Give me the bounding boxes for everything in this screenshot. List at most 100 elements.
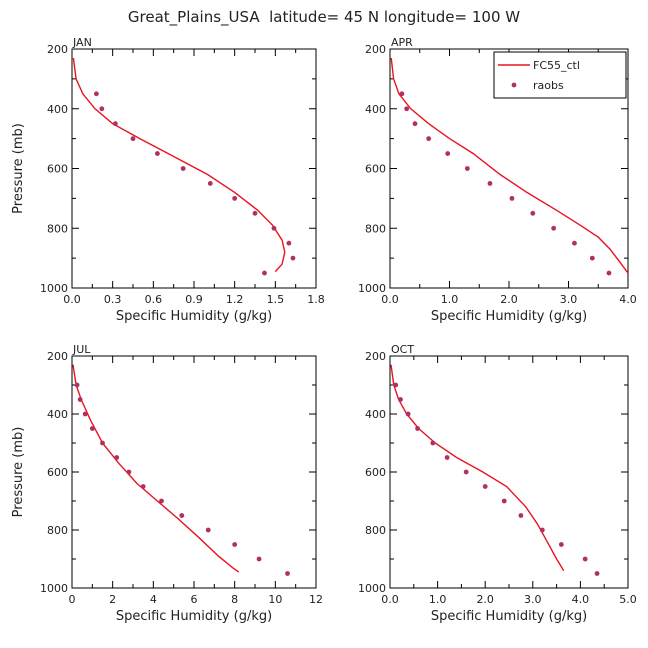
y-tick-label: 200: [365, 350, 386, 363]
raobs-point: [155, 151, 160, 156]
x-tick-label: 5.0: [619, 593, 637, 606]
plot-frame: [71, 48, 317, 289]
raobs-point: [89, 426, 95, 431]
y-tick-label: 1000: [358, 582, 386, 595]
y-tick-label: 200: [47, 43, 68, 56]
x-tick-label: 4.0: [619, 293, 637, 306]
raobs-point: [445, 151, 451, 156]
raobs-point: [405, 411, 411, 417]
raobs-point: [582, 556, 588, 562]
raobs-point: [286, 240, 292, 246]
y-tick-label: 800: [365, 222, 386, 235]
x-tick-label: 4: [150, 593, 157, 606]
raobs-point: [77, 397, 83, 402]
raobs-point: [412, 121, 418, 127]
raobs-point: [179, 513, 185, 518]
legend-point-swatch: [511, 82, 517, 88]
panel-label: JAN: [72, 36, 92, 49]
legend-label-obs: raobs: [533, 79, 564, 92]
raobs-point: [606, 270, 612, 276]
raobs-point: [232, 542, 238, 547]
y-tick-label: 200: [47, 350, 68, 363]
raobs-point: [256, 556, 262, 562]
x-tick-label: 12: [309, 593, 323, 606]
legend-label-model: FC55_ctl: [533, 59, 580, 72]
x-tick-label: 1.0: [441, 293, 459, 306]
series-line-fc55-ctl: [390, 57, 629, 274]
raobs-point: [589, 255, 595, 261]
raobs-point: [99, 106, 105, 112]
x-axis-label: Specific Humidity (g/kg): [116, 609, 272, 624]
raobs-point: [464, 166, 470, 171]
raobs-point: [426, 136, 432, 142]
x-tick-label: 2.0: [500, 293, 518, 306]
raobs-point: [252, 210, 258, 216]
raobs-point: [539, 527, 545, 533]
y-axis-label: Pressure (mb): [11, 123, 26, 214]
raobs-point: [130, 136, 136, 142]
series-line-fc55-ctl: [72, 364, 240, 573]
x-axis-label: Specific Humidity (g/kg): [431, 309, 587, 324]
raobs-point: [74, 382, 80, 388]
raobs-point: [509, 195, 515, 201]
legend-box: [493, 51, 627, 99]
raobs-point: [126, 469, 132, 475]
raobs-point: [114, 455, 120, 460]
y-tick-label: 600: [365, 466, 386, 479]
raobs-point: [398, 397, 403, 402]
plot-frame: [389, 355, 629, 589]
raobs-point: [140, 484, 146, 489]
series-line-fc55-ctl: [72, 57, 286, 273]
y-tick-label: 800: [47, 222, 68, 235]
x-tick-label: 0.9: [185, 293, 203, 306]
raobs-point: [94, 91, 99, 97]
raobs-point: [82, 411, 88, 417]
raobs-point: [558, 542, 564, 547]
x-tick-label: 2.0: [476, 593, 494, 606]
raobs-point: [100, 440, 105, 446]
y-tick-label: 400: [47, 103, 68, 116]
raobs-point: [159, 498, 164, 504]
x-tick-label: 10: [268, 593, 282, 606]
panel-oct: 0.0 1.0 2.0 3.0 4.0 5.0 200 400 600 800 1000 OCT Spe…: [358, 343, 637, 624]
panel-label: JUL: [72, 343, 91, 356]
x-tick-label: 2: [109, 593, 116, 606]
raobs-point: [180, 166, 186, 171]
y-tick-label: 1000: [40, 282, 68, 295]
raobs-point: [112, 121, 118, 127]
raobs-point: [207, 181, 213, 186]
plot-frame: [71, 355, 317, 589]
y-tick-label: 600: [365, 163, 386, 176]
raobs-point: [530, 210, 536, 216]
raobs-point: [594, 571, 600, 576]
x-tick-label: 3.0: [524, 593, 542, 606]
raobs-point: [290, 255, 296, 261]
x-tick-label: 1.0: [429, 593, 447, 606]
panel-label: OCT: [391, 343, 414, 356]
x-tick-label: 4.0: [572, 593, 590, 606]
x-tick-label: 0.6: [145, 293, 163, 306]
y-tick-label: 400: [365, 408, 386, 421]
y-tick-label: 600: [47, 466, 68, 479]
raobs-point: [482, 484, 488, 489]
y-tick-label: 200: [365, 43, 386, 56]
raobs-point: [399, 91, 405, 97]
y-axis-label: Pressure (mb): [11, 427, 26, 518]
y-tick-label: 600: [47, 163, 68, 176]
x-tick-label: 0: [69, 593, 76, 606]
x-tick-label: 6: [191, 593, 198, 606]
y-tick-label: 400: [47, 408, 68, 421]
x-tick-label: 0.0: [381, 593, 399, 606]
raobs-point: [232, 195, 238, 201]
raobs-point: [404, 106, 410, 112]
x-tick-label: 1.8: [307, 293, 325, 306]
panel-apr: 0.0 1.0 2.0 3.0 4.0 200 400 600 800 1000 APR Specif…: [358, 36, 637, 324]
raobs-point: [444, 455, 450, 460]
y-tick-label: 1000: [40, 582, 68, 595]
panel-jul: 0 2 4 6 8 10 12 200 400 600 800 1000 JUL Specific Hum…: [11, 343, 323, 624]
x-tick-label: 1.2: [226, 293, 244, 306]
raobs-point: [205, 527, 211, 533]
x-tick-label: 8: [231, 593, 238, 606]
